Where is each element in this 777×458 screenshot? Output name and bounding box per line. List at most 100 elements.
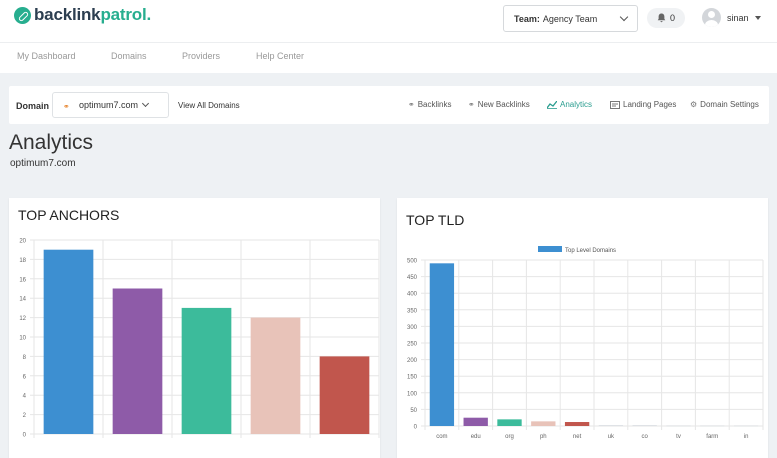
y-tick-label: 0 (23, 433, 27, 439)
x-tick-label: ph (540, 434, 547, 440)
team-value: Agency Team (542, 13, 598, 24)
notifications-count: 0 (669, 13, 675, 23)
top-tld-title: TOP TLD (406, 212, 465, 228)
y-tick-label: 450 (407, 275, 418, 281)
bar (319, 356, 370, 434)
y-tick-label: 12 (19, 316, 26, 322)
y-tick-label: 150 (407, 375, 418, 381)
x-tick-label: tv (676, 434, 681, 440)
y-tick-label: 4 (23, 394, 27, 400)
y-tick-label: 6 (23, 374, 27, 380)
tab-analytics[interactable]: Analytics (547, 100, 592, 109)
domain-select-value: optimum7.com (79, 100, 139, 110)
line-chart-icon (547, 100, 557, 109)
bell-icon (657, 13, 666, 23)
logo-prefix: backlink (34, 5, 101, 24)
link-icon: ⚭ (408, 100, 415, 109)
y-tick-label: 200 (407, 358, 418, 364)
nav-my-dashboard[interactable]: My Dashboard (17, 51, 76, 61)
chevron-down-icon (619, 12, 629, 22)
bar (43, 249, 94, 434)
tab-domain-settings[interactable]: ⚙ Domain Settings (690, 100, 759, 109)
y-tick-label: 500 (407, 259, 418, 265)
x-tick-label: edu (471, 434, 481, 440)
page-subtitle: optimum7.com (10, 158, 76, 169)
username: sinan (727, 12, 749, 23)
x-tick-label: org (505, 434, 514, 440)
y-tick-label: 2 (23, 413, 27, 419)
notifications-button[interactable]: 0 (647, 8, 685, 28)
top-anchors-card: TOP ANCHORS 0 2 4 6 8 10 12 14 16 18 20 (9, 198, 380, 458)
bar (666, 425, 691, 427)
y-tick-label: 14 (19, 297, 26, 303)
top-tld-card: TOP TLD 0 50 100 150 200 250 300 350 400 450 500 co… (397, 198, 768, 458)
nav-domains[interactable]: Domains (111, 51, 147, 61)
bar (632, 425, 657, 426)
tab-label: Backlinks (417, 100, 452, 109)
user-menu[interactable]: sinan (702, 8, 761, 27)
x-tick-label: uk (608, 434, 615, 440)
domain-label: Domain (16, 101, 50, 111)
y-tick-label: 50 (410, 408, 417, 414)
y-tick-label: 10 (19, 336, 26, 342)
top-anchors-chart: 0 2 4 6 8 10 12 14 16 18 20 (19, 239, 380, 439)
bar (733, 425, 759, 427)
y-tick-label: 100 (407, 391, 418, 397)
main-nav: My Dashboard Domains Providers Help Cent… (0, 42, 777, 73)
x-tick-label: in (744, 434, 749, 440)
caret-down-icon (754, 15, 761, 20)
top-tld-chart: 0 50 100 150 200 250 300 350 400 450 500 com edu org p… (407, 246, 764, 440)
bar (598, 425, 624, 426)
y-tick-label: 0 (414, 425, 418, 431)
tab-backlinks[interactable]: ⚭ Backlinks (408, 100, 452, 109)
top-bar: backlinkpatrol. Team: Agency Team 0 sina… (0, 0, 777, 42)
tab-landing-pages[interactable]: Landing Pages (610, 100, 676, 109)
logo-text: backlinkpatrol. (34, 5, 151, 25)
nav-providers[interactable]: Providers (182, 51, 221, 61)
chevron-down-icon (141, 99, 150, 108)
bar (463, 417, 488, 426)
y-tick-label: 16 (19, 277, 26, 283)
domain-bar: Domain ⚭ optimum7.com View All Domains ⚭… (9, 86, 769, 124)
bar (497, 419, 522, 426)
page-icon (610, 100, 620, 109)
x-tick-label: net (573, 434, 582, 440)
tab-label: Analytics (560, 100, 593, 109)
tab-new-backlinks[interactable]: ⚭ New Backlinks (468, 100, 530, 109)
legend-swatch (538, 246, 562, 252)
tab-label: New Backlinks (477, 100, 530, 109)
logo[interactable]: backlinkpatrol. (14, 5, 151, 25)
y-tick-label: 250 (407, 342, 418, 348)
page-title: Analytics (9, 131, 94, 154)
tab-label: Domain Settings (700, 100, 759, 109)
x-tick-label: co (642, 434, 649, 440)
y-tick-label: 350 (407, 308, 418, 314)
nav-help-center[interactable]: Help Center (256, 51, 305, 61)
domain-select[interactable]: ⚭ optimum7.com (52, 92, 169, 118)
view-all-domains-link[interactable]: View All Domains (178, 101, 240, 110)
legend-label: Top Level Domains (565, 248, 616, 254)
top-anchors-title: TOP ANCHORS (18, 207, 120, 223)
gear-icon: ⚙ (690, 100, 698, 109)
bar (181, 307, 232, 434)
team-selector[interactable]: Team: Agency Team (503, 5, 638, 32)
y-tick-label: 400 (407, 292, 418, 298)
team-label: Team: (514, 13, 540, 24)
y-tick-label: 300 (407, 325, 418, 331)
y-tick-label: 18 (19, 258, 26, 264)
logo-suffix: patrol. (100, 5, 151, 24)
link-logo-icon (14, 6, 31, 24)
bar (564, 422, 590, 426)
bar (700, 425, 725, 427)
link-icon: ⚭ (63, 102, 70, 111)
link-icon: ⚭ (468, 100, 475, 109)
tab-label: Landing Pages (623, 100, 677, 109)
bar (429, 263, 455, 426)
y-tick-label: 8 (23, 355, 27, 361)
x-tick-label: farm (706, 434, 718, 440)
y-tick-label: 20 (19, 239, 26, 245)
bar (112, 288, 163, 434)
bar (250, 317, 301, 434)
bar (531, 421, 556, 426)
x-tick-label: com (436, 434, 447, 440)
